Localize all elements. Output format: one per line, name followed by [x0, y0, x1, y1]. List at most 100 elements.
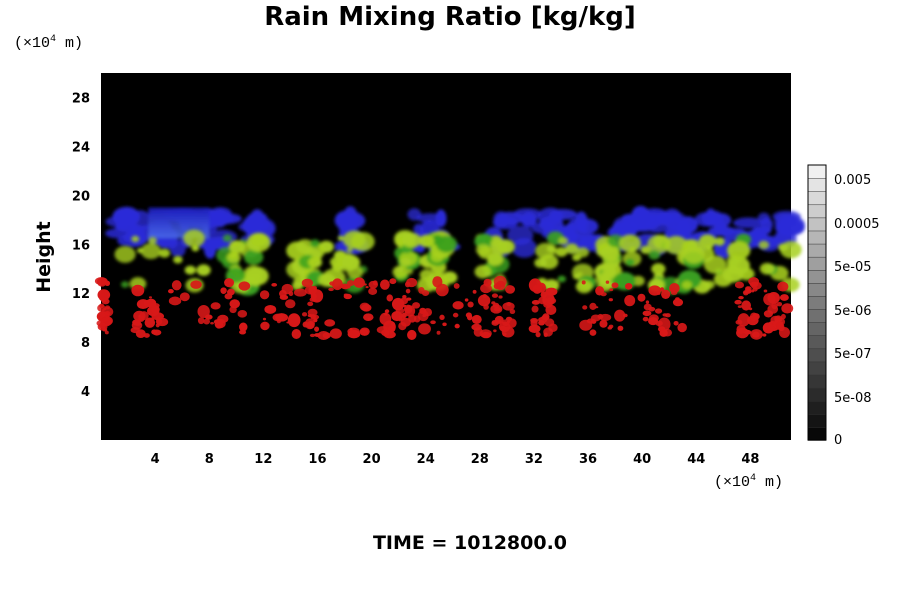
cloud-cell-green	[576, 271, 583, 277]
cloud-cell-green	[648, 250, 661, 260]
cloud-cell-blue	[204, 240, 217, 259]
cloud-cell-red	[491, 301, 496, 305]
cloud-cell-green	[131, 235, 140, 243]
cloud-cell-green	[226, 251, 241, 264]
cloud-cell-green	[557, 275, 567, 283]
cloud-cell-red	[329, 328, 342, 339]
y-tick-labels: 4 8 12 16 20 24 28	[72, 91, 90, 400]
cloud-cell-red	[502, 302, 515, 311]
cloud-cell-green	[681, 280, 693, 290]
cloud-cell-red	[132, 319, 141, 326]
cloud-cell-red	[781, 303, 794, 314]
cloud-cell-red	[301, 312, 308, 317]
cloud-cell-red	[673, 321, 679, 326]
cloud-cell-red	[340, 283, 350, 290]
cloud-cell-red	[442, 322, 447, 327]
cloud-cell-green	[430, 252, 444, 263]
cloud-cell-green	[173, 255, 183, 264]
cloud-cell-red	[291, 329, 302, 339]
y-unit-exponent: 4	[50, 34, 57, 45]
cloud-cell-red	[387, 325, 396, 333]
cloud-cell-red	[605, 280, 610, 284]
cloud-cell-red	[776, 302, 783, 307]
cloud-cell-blue	[782, 213, 799, 227]
cloud-cell-green	[558, 236, 569, 245]
cloud-cell-red	[533, 289, 537, 292]
colorbar-level	[807, 348, 827, 363]
cloud-cell-red	[645, 300, 650, 304]
cloud-cell-red	[775, 321, 784, 329]
cloud-cell-red	[493, 329, 497, 333]
colorbar-level	[807, 230, 827, 245]
colorbar-level	[807, 217, 827, 232]
cloud-cell-red	[779, 327, 790, 338]
cloud-cell-red	[664, 313, 671, 318]
cloud-cell-red	[104, 310, 111, 317]
cloud-cell-green	[759, 262, 775, 275]
y-tick-label: 4	[81, 385, 90, 400]
cloud-cell-blue	[733, 217, 764, 229]
cloud-cell-red	[404, 305, 416, 317]
cloud-cell-red	[481, 331, 492, 339]
rain-layer-red	[94, 275, 794, 341]
cloud-cell-red	[528, 278, 542, 292]
cloud-cell-red	[741, 300, 752, 311]
cloud-cell-green	[114, 245, 136, 263]
cloud-cell-blue	[656, 211, 674, 226]
cloud-cell-red	[491, 320, 499, 326]
cloud-cell-red	[595, 306, 599, 309]
cloud-cell-red	[148, 296, 153, 299]
cloud-cell-green	[286, 241, 310, 260]
cloud-cell-red	[386, 294, 394, 302]
cloud-cell-green	[478, 246, 494, 259]
cloud-cell-blue	[245, 213, 271, 233]
cloud-cell-red	[317, 331, 330, 340]
colorbar-level	[807, 243, 827, 258]
cloud-cell-red	[151, 305, 160, 315]
colorbar-level	[807, 387, 827, 402]
colorbar-level	[807, 426, 827, 441]
cloud-cell-green	[703, 255, 727, 274]
cloud-cell-green	[647, 234, 671, 254]
cloud-cell-red	[430, 320, 436, 325]
cloud-cell-green	[726, 266, 736, 275]
time-label: TIME = 1012800.0	[372, 532, 568, 554]
x-tick-label: 40	[633, 452, 651, 467]
cloud-cell-red	[287, 313, 301, 328]
cloud-cell-red	[210, 322, 214, 325]
cloud-cell-blue	[569, 217, 588, 226]
x-tick-labels: 4 8 12 16 20 24 28 32 36 40 44 48	[151, 452, 760, 467]
cloud-cell-red	[750, 329, 763, 340]
x-tick-label: 16	[308, 452, 326, 467]
y-unit-prefix: (×10	[14, 35, 51, 52]
cloud-cell-red	[531, 300, 540, 305]
cloud-cell-green	[309, 239, 321, 248]
cloud-cell-red	[600, 292, 607, 297]
cloud-cell-red	[599, 313, 612, 321]
cloud-cell-red	[224, 293, 233, 300]
cloud-cell-red	[309, 333, 316, 338]
cloud-cell-green	[575, 279, 593, 294]
cloud-cell-red	[654, 308, 663, 314]
cloud-cell-green	[243, 265, 263, 281]
cloud-cell-red	[179, 292, 190, 302]
cloud-cell-red	[498, 295, 503, 299]
cloud-cell-red	[96, 277, 108, 287]
cloud-cell-red	[763, 310, 773, 318]
cloud-cell-red	[271, 282, 278, 287]
cloud-cell-green	[158, 248, 171, 258]
cloud-cell-blue	[513, 208, 542, 220]
cloud-cell-green	[392, 265, 409, 279]
cloud-cell-red	[390, 322, 396, 327]
cloud-cell-green	[137, 247, 144, 254]
cloud-cell-red	[545, 304, 557, 315]
cloud-cell-red	[152, 329, 162, 336]
cloud-cell-red	[197, 317, 205, 325]
y-tick-label: 28	[72, 91, 90, 106]
cloud-cell-red	[579, 319, 593, 331]
cloud-cell-red	[412, 334, 416, 338]
cloud-cell-red	[737, 305, 743, 308]
cloud-cell-red	[538, 320, 545, 326]
cloud-cell-red	[399, 297, 408, 305]
cloud-cell-red	[229, 306, 237, 314]
